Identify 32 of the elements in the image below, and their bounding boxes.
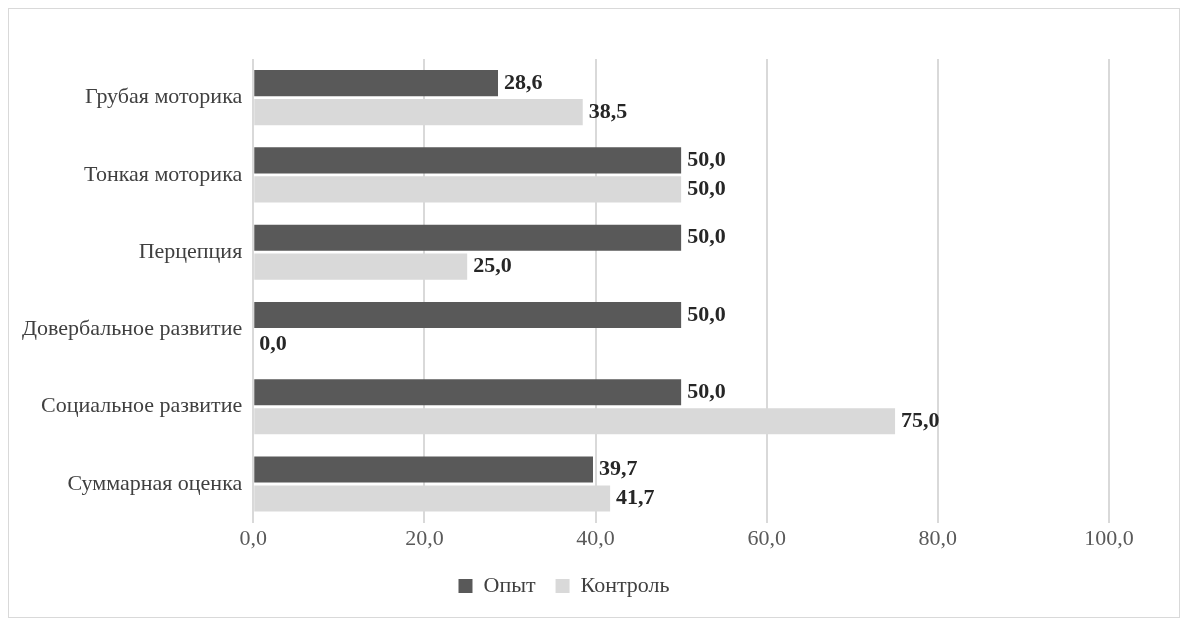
data-label: 41,7 xyxy=(616,484,655,510)
bar xyxy=(254,379,682,406)
x-tick-label: 80,0 xyxy=(918,524,958,550)
data-label: 75,0 xyxy=(901,406,940,432)
y-tick-label: Тонкая моторика xyxy=(84,160,243,186)
y-tick-label: Грубая моторика xyxy=(85,83,243,109)
x-tick-label: 20,0 xyxy=(405,524,444,550)
x-tick-label: 60,0 xyxy=(747,524,786,550)
y-tick-label: Социальное развитие xyxy=(41,392,243,418)
y-tick-label: Довербальное развитие xyxy=(21,315,243,341)
legend-label: Опыт xyxy=(483,571,536,597)
data-label: 50,0 xyxy=(687,300,726,326)
data-label: 50,0 xyxy=(687,223,726,249)
data-label: 25,0 xyxy=(473,252,512,278)
x-tick-label: 40,0 xyxy=(576,524,615,550)
bar xyxy=(254,147,682,174)
data-label: 39,7 xyxy=(598,455,638,481)
data-label: 50,0 xyxy=(687,175,726,201)
data-label: 28,6 xyxy=(504,68,543,94)
x-tick-label: 0,0 xyxy=(239,524,268,550)
data-label: 50,0 xyxy=(687,146,726,172)
x-tick-label: 100,0 xyxy=(1084,524,1134,550)
bar xyxy=(254,224,682,251)
data-label: 0,0 xyxy=(259,329,287,355)
legend-label: Контроль xyxy=(580,571,670,597)
y-tick-label: Суммарная оценка xyxy=(67,469,243,495)
y-tick-label: Перцепция xyxy=(138,237,243,263)
bar xyxy=(254,301,682,328)
data-label: 38,5 xyxy=(588,97,628,123)
data-label: 50,0 xyxy=(687,377,726,403)
bar xyxy=(254,456,593,483)
bar xyxy=(254,70,499,97)
